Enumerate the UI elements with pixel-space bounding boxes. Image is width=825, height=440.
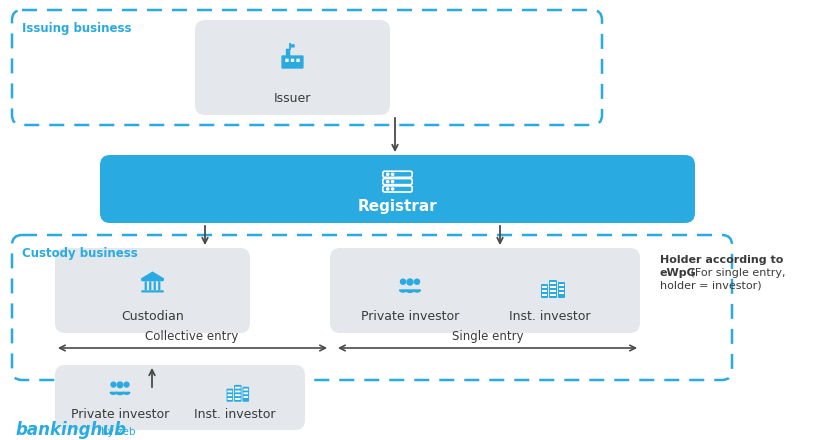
Text: Custody business: Custody business xyxy=(22,247,138,260)
Text: Custodian: Custodian xyxy=(121,309,184,323)
Text: Single entry: Single entry xyxy=(452,330,524,343)
Circle shape xyxy=(125,382,129,387)
FancyBboxPatch shape xyxy=(235,398,241,400)
Circle shape xyxy=(392,173,394,176)
Polygon shape xyxy=(406,290,414,293)
FancyBboxPatch shape xyxy=(228,398,232,400)
FancyBboxPatch shape xyxy=(153,281,156,290)
Polygon shape xyxy=(413,290,421,292)
Circle shape xyxy=(407,279,413,285)
FancyBboxPatch shape xyxy=(158,281,160,290)
Circle shape xyxy=(392,180,394,183)
FancyBboxPatch shape xyxy=(542,290,547,292)
Circle shape xyxy=(392,188,394,190)
FancyBboxPatch shape xyxy=(235,390,241,392)
FancyBboxPatch shape xyxy=(550,290,556,292)
FancyBboxPatch shape xyxy=(55,365,305,430)
FancyBboxPatch shape xyxy=(100,155,695,223)
FancyBboxPatch shape xyxy=(291,59,295,62)
Circle shape xyxy=(117,382,123,388)
Text: eWpG: eWpG xyxy=(660,268,697,278)
FancyBboxPatch shape xyxy=(141,279,163,281)
FancyBboxPatch shape xyxy=(228,394,232,396)
FancyBboxPatch shape xyxy=(228,390,232,392)
Polygon shape xyxy=(141,272,163,279)
FancyBboxPatch shape xyxy=(285,49,290,58)
Circle shape xyxy=(400,279,406,284)
Circle shape xyxy=(414,279,420,284)
FancyBboxPatch shape xyxy=(550,294,556,296)
Circle shape xyxy=(387,180,389,183)
Polygon shape xyxy=(399,290,407,292)
FancyBboxPatch shape xyxy=(550,282,556,284)
FancyBboxPatch shape xyxy=(330,248,640,333)
FancyBboxPatch shape xyxy=(549,280,557,298)
Circle shape xyxy=(387,173,389,176)
FancyBboxPatch shape xyxy=(542,286,547,288)
FancyBboxPatch shape xyxy=(55,248,250,333)
Text: Registrar: Registrar xyxy=(357,199,437,214)
Polygon shape xyxy=(116,392,124,395)
Text: holder = investor): holder = investor) xyxy=(660,281,761,291)
FancyBboxPatch shape xyxy=(243,389,248,390)
Text: bankinghub: bankinghub xyxy=(15,421,126,439)
Circle shape xyxy=(387,188,389,190)
FancyBboxPatch shape xyxy=(550,286,556,288)
FancyBboxPatch shape xyxy=(149,281,151,290)
FancyBboxPatch shape xyxy=(195,20,390,115)
FancyBboxPatch shape xyxy=(243,392,248,394)
FancyBboxPatch shape xyxy=(559,288,564,290)
Text: Inst. investor: Inst. investor xyxy=(509,309,591,323)
FancyBboxPatch shape xyxy=(559,284,564,286)
Text: Holder according to: Holder according to xyxy=(660,255,784,265)
Text: (For single entry,: (For single entry, xyxy=(687,268,785,278)
FancyBboxPatch shape xyxy=(243,387,249,402)
FancyBboxPatch shape xyxy=(296,59,299,62)
FancyBboxPatch shape xyxy=(243,396,248,398)
Polygon shape xyxy=(124,392,130,394)
Text: by zeb: by zeb xyxy=(101,427,135,437)
FancyBboxPatch shape xyxy=(290,44,295,48)
Text: Inst. investor: Inst. investor xyxy=(194,408,276,422)
FancyBboxPatch shape xyxy=(281,55,304,69)
FancyBboxPatch shape xyxy=(141,290,163,293)
Text: Collective entry: Collective entry xyxy=(145,330,238,343)
FancyBboxPatch shape xyxy=(559,292,564,294)
Text: Issuing business: Issuing business xyxy=(22,22,131,35)
FancyBboxPatch shape xyxy=(285,59,289,62)
Text: Private investor: Private investor xyxy=(71,408,169,422)
FancyBboxPatch shape xyxy=(235,387,241,389)
FancyBboxPatch shape xyxy=(235,394,241,396)
FancyBboxPatch shape xyxy=(558,282,565,298)
FancyBboxPatch shape xyxy=(144,281,147,290)
FancyBboxPatch shape xyxy=(227,389,233,402)
FancyBboxPatch shape xyxy=(541,284,548,298)
FancyBboxPatch shape xyxy=(542,294,547,296)
Text: Private investor: Private investor xyxy=(361,309,460,323)
Circle shape xyxy=(111,382,116,387)
Text: Issuer: Issuer xyxy=(274,92,311,105)
Polygon shape xyxy=(111,392,116,394)
FancyBboxPatch shape xyxy=(234,385,242,402)
